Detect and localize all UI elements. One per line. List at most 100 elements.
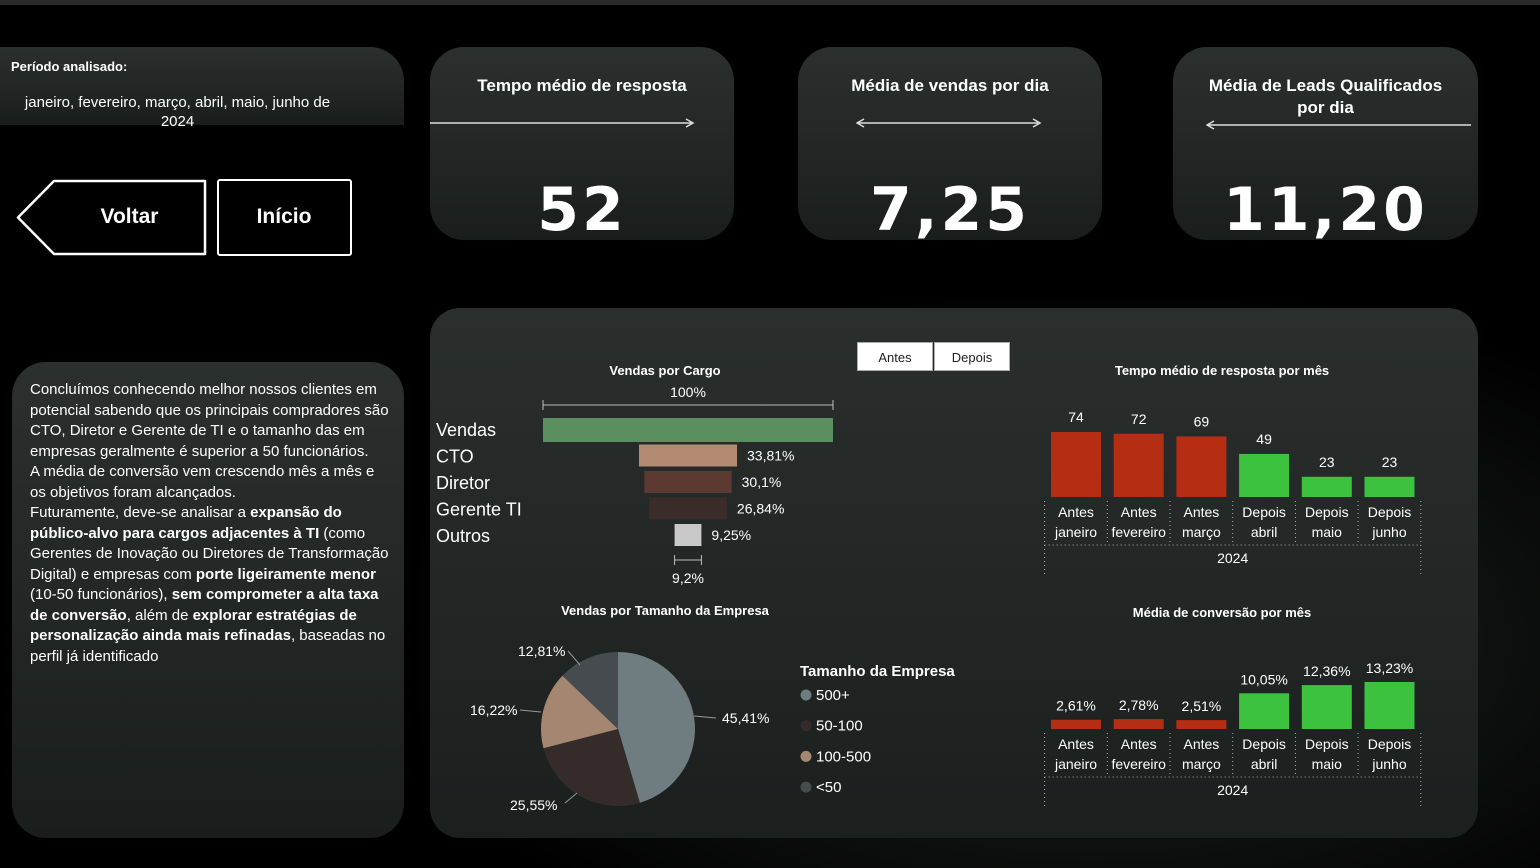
kpi-value: 7,25 — [869, 175, 1031, 245]
arrow-left-icon — [1206, 120, 1471, 130]
toggle-before-button[interactable]: Antes — [857, 342, 933, 371]
conversion-chart-title: Média de conversão por mês — [1132, 605, 1312, 620]
column-value-label: 2,51% — [1182, 698, 1222, 714]
column-value-label: 69 — [1194, 413, 1210, 429]
double-arrow-icon — [856, 118, 1042, 128]
pie-legend-label: 50-100 — [816, 718, 863, 735]
toggle-after-button[interactable]: Depois — [934, 342, 1010, 371]
funnel-bar — [543, 418, 833, 442]
column-value-label: 13,23% — [1366, 660, 1413, 676]
funnel-value-label: 26,84% — [737, 501, 784, 517]
funnel-bottom-label: 9,2% — [672, 570, 704, 586]
kpi-title: Média de vendas por dia — [851, 76, 1049, 95]
pie-value-label: 12,81% — [518, 643, 565, 659]
column-category-label: Depois — [1305, 736, 1349, 752]
column-category-label: maio — [1312, 524, 1343, 540]
pie-legend-marker — [800, 750, 812, 762]
column-category-label: junho — [1371, 524, 1406, 540]
funnel-bar — [674, 524, 702, 546]
funnel-bar — [638, 444, 738, 467]
summary-p3d: porte ligeiramente menor — [195, 565, 376, 583]
back-button-label: Voltar — [100, 205, 159, 228]
column-category-label: Antes — [1121, 504, 1157, 520]
period-label: Período analisado: — [11, 59, 128, 74]
column-bar — [1301, 476, 1352, 497]
pie-value-label: 16,22% — [470, 702, 517, 718]
column-bar — [1364, 476, 1415, 497]
column-category-label: abril — [1251, 756, 1277, 772]
pie-legend-label: 100-500 — [816, 748, 871, 765]
kpi-card-qualified-leads: Média de Leads Qualificados por dia 11,2… — [1173, 47, 1478, 245]
pie-legend-marker — [800, 720, 812, 732]
home-button-label: Início — [256, 205, 312, 228]
column-value-label: 49 — [1256, 431, 1272, 447]
column-category-label: Depois — [1368, 736, 1412, 752]
column-value-label: 72 — [1131, 411, 1147, 427]
column-category-label: fevereiro — [1111, 756, 1166, 772]
summary-text: Concluímos conhecendo melhor nossos clie… — [30, 380, 392, 667]
summary-p3g: , além de — [126, 606, 193, 624]
column-category-label: Antes — [1183, 736, 1219, 752]
funnel-category-label: Gerente TI — [436, 500, 522, 520]
funnel-value-label: 9,25% — [711, 527, 751, 543]
funnel-category-label: Vendas — [436, 420, 496, 440]
column-bar — [1051, 719, 1101, 729]
summary-p3a: Futuramente, deve-se analisar a — [30, 504, 251, 521]
summary-p2: A média de conversão vem crescendo mês a… — [30, 463, 375, 501]
pie-leader-line — [693, 715, 717, 719]
column-value-label: 23 — [1382, 454, 1398, 470]
column-category-label: março — [1182, 524, 1221, 540]
funnel-category-label: Diretor — [436, 473, 490, 493]
summary-p1: Concluímos conhecendo melhor nossos clie… — [30, 381, 389, 460]
column-value-label: 10,05% — [1240, 671, 1287, 687]
top-bar — [0, 0, 1540, 5]
kpi-title: Média de Leads Qualificados por dia — [1208, 76, 1443, 117]
kpi-card-response-time: Tempo médio de resposta 52 — [430, 47, 734, 245]
column-bar — [1239, 693, 1290, 729]
column-category-label: Antes — [1058, 736, 1094, 752]
back-arrow-icon — [16, 179, 207, 256]
arrow-right-icon — [430, 118, 695, 128]
summary-p3i: , baseadas no perfil já identificado — [30, 627, 386, 665]
funnel-chart-title: Vendas por Cargo — [609, 363, 721, 378]
pie-legend-label: <50 — [816, 779, 841, 796]
column-category-label: Antes — [1183, 504, 1219, 520]
column-group-label: 2024 — [1217, 550, 1248, 566]
funnel-bar — [644, 471, 732, 493]
column-value-label: 23 — [1319, 454, 1335, 470]
home-button[interactable]: Início — [217, 179, 352, 256]
period-value: janeiro, fevereiro, março, abril, maio, … — [24, 94, 331, 130]
funnel-top-label: 100% — [670, 384, 706, 400]
column-bar — [1176, 720, 1227, 729]
column-bar — [1301, 685, 1352, 729]
column-group-label: 2024 — [1217, 782, 1248, 798]
column-bar — [1051, 432, 1101, 497]
column-category-label: março — [1182, 756, 1221, 772]
column-category-label: Depois — [1242, 736, 1286, 752]
column-category-label: fevereiro — [1111, 524, 1166, 540]
pie-leader-line — [567, 650, 581, 666]
column-bar — [1113, 433, 1164, 497]
period-card: Período analisado: janeiro, fevereiro, m… — [0, 47, 404, 130]
column-value-label: 2,61% — [1056, 698, 1096, 714]
column-category-label: junho — [1371, 756, 1406, 772]
column-category-label: janeiro — [1054, 524, 1097, 540]
column-category-label: maio — [1312, 756, 1343, 772]
funnel-value-label: 33,81% — [747, 448, 794, 464]
back-button[interactable]: Voltar — [16, 179, 207, 256]
column-value-label: 12,36% — [1303, 663, 1350, 679]
summary-p3e: (10-50 funcionários), — [30, 586, 172, 603]
column-category-label: Depois — [1368, 504, 1412, 520]
column-category-label: Antes — [1121, 736, 1157, 752]
funnel-value-label: 30,1% — [742, 474, 782, 490]
pie-slice — [562, 652, 618, 729]
pie-leader-line — [564, 792, 578, 804]
response-time-chart-title: Tempo médio de resposta por mês — [1114, 363, 1330, 378]
summary-p3b: expansão do público-alvo para cargos adj… — [30, 504, 342, 542]
pie-value-label: 45,41% — [722, 710, 769, 726]
column-category-label: abril — [1251, 524, 1277, 540]
kpi-card-sales-per-day: Média de vendas por dia 7,25 — [798, 47, 1102, 245]
summary-card: Concluímos conhecendo melhor nossos clie… — [12, 362, 404, 838]
column-bar — [1364, 682, 1415, 729]
